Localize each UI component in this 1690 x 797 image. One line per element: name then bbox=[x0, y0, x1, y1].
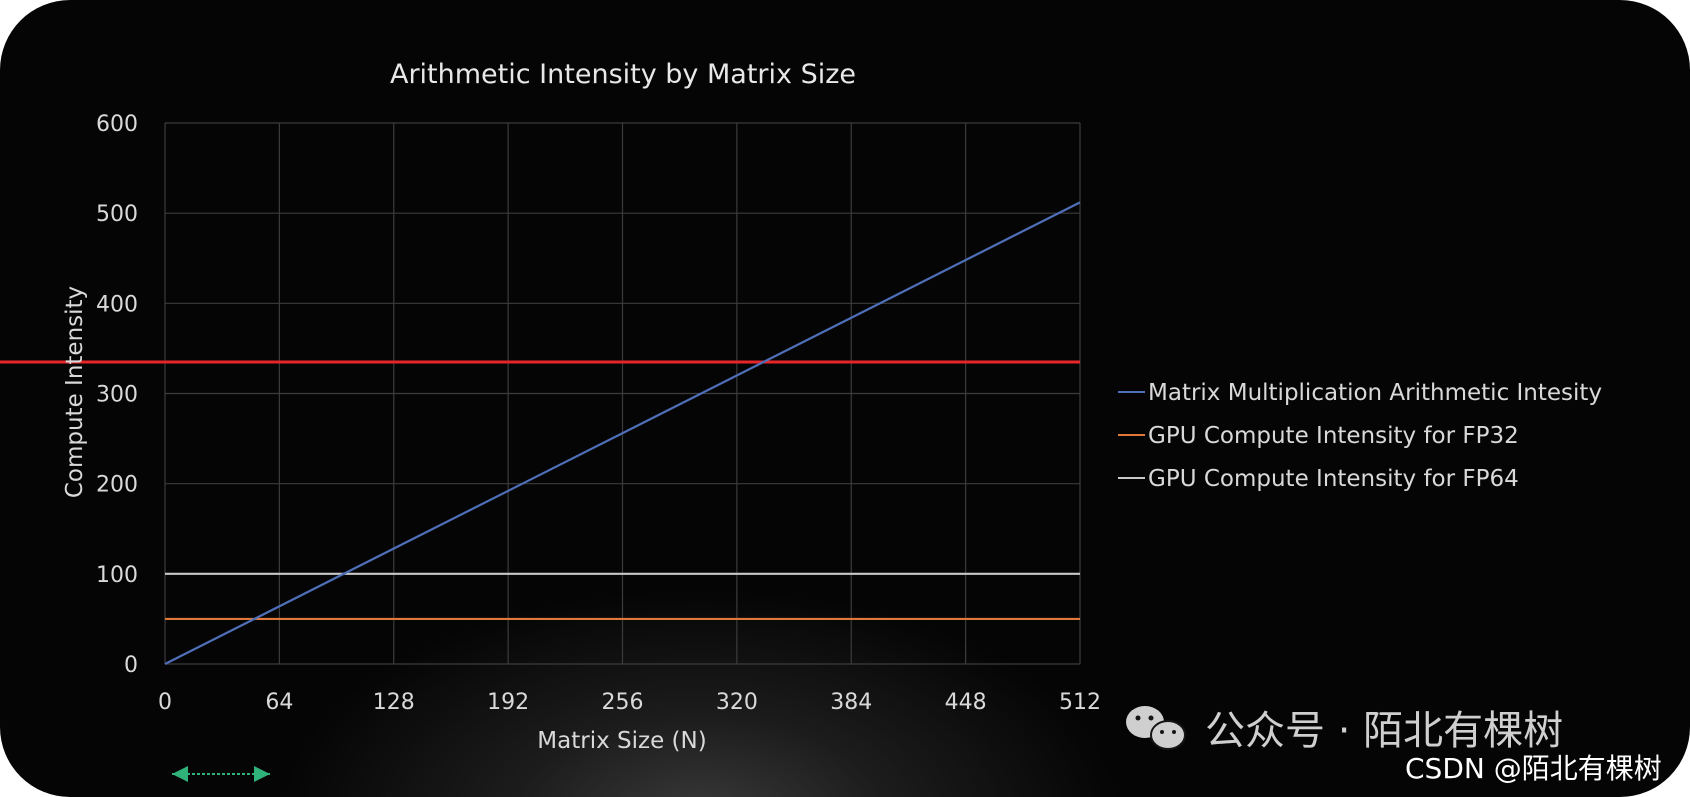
y-tick-300: 300 bbox=[96, 383, 138, 408]
x-tick-512: 512 bbox=[1059, 690, 1101, 715]
x-tick-128: 128 bbox=[373, 690, 415, 715]
legend-label-2: GPU Compute Intensity for FP64 bbox=[1148, 466, 1519, 492]
watermark-brand: 公众号 · 陌北有棵树 bbox=[1205, 708, 1563, 754]
chart-title: Arithmetic Intensity by Matrix Size bbox=[390, 59, 856, 90]
x-tick-192: 192 bbox=[487, 690, 529, 715]
y-tick-0: 0 bbox=[124, 653, 138, 678]
x-tick-384: 384 bbox=[830, 690, 872, 715]
x-tick-256: 256 bbox=[602, 690, 644, 715]
x-axis-label: Matrix Size (N) bbox=[537, 728, 706, 754]
legend-label-0: Matrix Multiplication Arithmetic Intesit… bbox=[1148, 380, 1602, 406]
legend: Matrix Multiplication Arithmetic Intesit… bbox=[1118, 380, 1602, 492]
y-tick-400: 400 bbox=[96, 292, 138, 317]
x-tick-labels: 0 64 128 192 256 320 384 448 512 bbox=[158, 690, 1101, 715]
y-axis-label: Compute Intensity bbox=[62, 286, 88, 498]
x-tick-320: 320 bbox=[716, 690, 758, 715]
grid bbox=[164, 122, 1081, 665]
x-tick-0: 0 bbox=[158, 690, 172, 715]
y-tick-labels: 0 100 200 300 400 500 600 bbox=[96, 112, 138, 678]
watermark-source: CSDN @陌北有棵树 bbox=[1405, 752, 1662, 785]
wechat-icon bbox=[1126, 706, 1186, 750]
y-tick-600: 600 bbox=[96, 112, 138, 137]
y-tick-500: 500 bbox=[96, 202, 138, 227]
y-tick-100: 100 bbox=[96, 563, 138, 588]
x-tick-448: 448 bbox=[945, 690, 987, 715]
series-lines bbox=[164, 201, 1081, 665]
y-tick-200: 200 bbox=[96, 473, 138, 498]
legend-label-1: GPU Compute Intensity for FP32 bbox=[1148, 423, 1519, 449]
series-line-0 bbox=[164, 201, 1081, 665]
x-tick-64: 64 bbox=[265, 690, 293, 715]
